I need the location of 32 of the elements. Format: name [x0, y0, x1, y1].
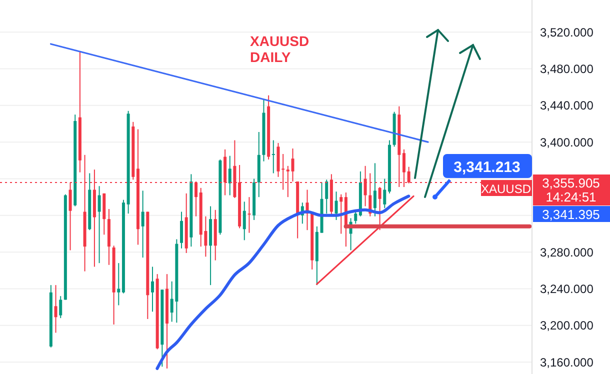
candlestick — [325, 179, 328, 214]
y-tick-label: 3,440.000 — [540, 98, 594, 113]
text: 14:24:51 — [546, 190, 596, 205]
candlestick — [54, 284, 58, 334]
candlestick — [117, 262, 120, 306]
candlestick — [59, 296, 62, 319]
y-tick-label: 3,480.000 — [540, 62, 594, 76]
text: 3,341.395 — [542, 207, 600, 222]
candlestick — [340, 194, 343, 234]
candlestick — [180, 211, 184, 249]
y-tick-label: 3,400.000 — [540, 135, 594, 150]
candlestick — [98, 186, 101, 264]
y-tick-label: 3,160.000 — [540, 355, 594, 370]
candlestick — [383, 178, 386, 209]
candlestick — [141, 190, 144, 258]
candlestick — [272, 140, 275, 174]
annotation: XAUUSD — [480, 182, 532, 196]
line-series — [156, 194, 410, 370]
y-tick-label: 3,240.000 — [540, 282, 594, 296]
y-tick-label: 3,280.000 — [540, 245, 594, 260]
text: XAUUSD DAILY — [250, 33, 310, 65]
candlestick — [373, 162, 376, 217]
annotation: 3,341.213 — [454, 159, 520, 176]
candlestick — [242, 201, 246, 241]
candlestick — [150, 266, 154, 312]
candlestick — [334, 191, 338, 220]
y-tick-label: 3,520.000 — [540, 25, 594, 40]
y-tick-label: 3,200.000 — [540, 318, 594, 333]
candlestick — [354, 210, 358, 224]
ref-line-label: 3,355.905 — [542, 176, 600, 191]
candlestick — [228, 155, 232, 196]
candlestick — [248, 196, 251, 234]
